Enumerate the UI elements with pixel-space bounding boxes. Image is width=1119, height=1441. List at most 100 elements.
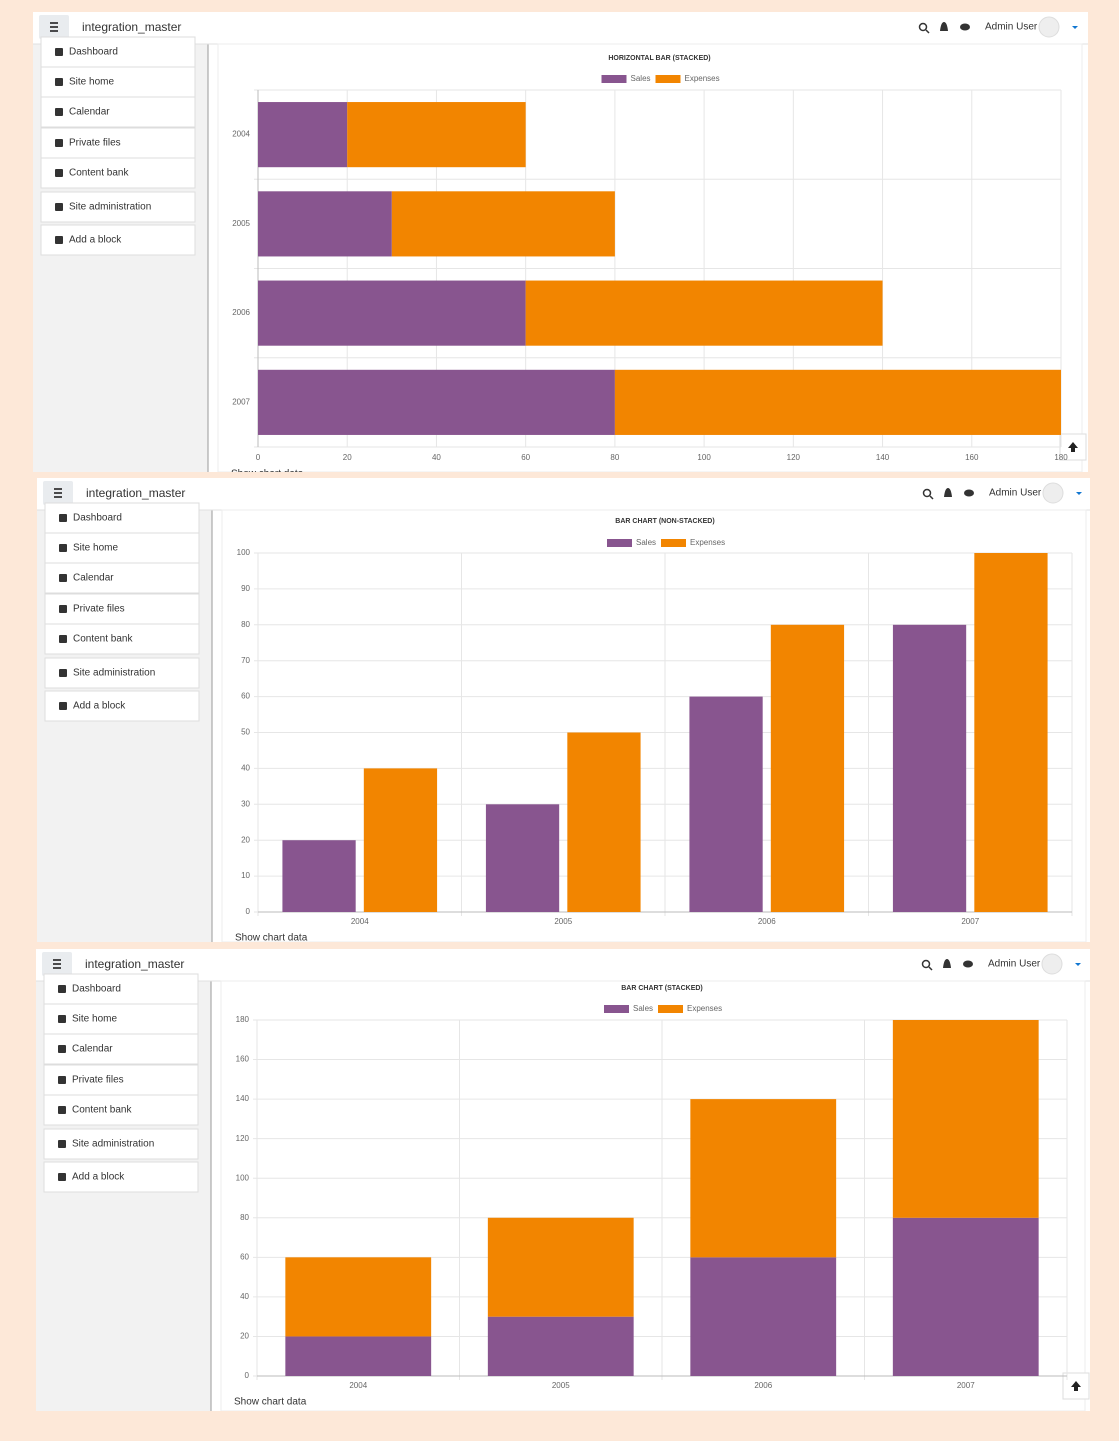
nav-label[interactable]: Private files [69,138,121,149]
nav-icon [58,1045,66,1053]
caret[interactable] [1075,963,1081,966]
user-name[interactable]: Admin User [988,959,1041,970]
nav-item[interactable] [44,657,200,689]
nav-item[interactable] [43,1064,199,1096]
nav-label[interactable]: Content bank [73,634,133,645]
bar [892,624,967,912]
nav-item[interactable] [40,157,196,189]
nav-label[interactable]: Site home [69,77,114,88]
nav-label[interactable]: Site administration [72,1139,154,1150]
nav-icon [58,1140,66,1148]
legend-label: Sales [633,1004,653,1013]
nav-item[interactable] [44,593,200,625]
chat-icon[interactable] [960,23,970,31]
y-tick-label: 160 [236,1055,250,1064]
nav-label[interactable]: Add a block [69,235,122,246]
search-icon[interactable] [922,488,932,498]
bell-icon[interactable] [943,959,951,968]
avatar[interactable] [1038,16,1060,38]
avatar[interactable] [1042,482,1064,504]
nav-item[interactable] [44,502,200,534]
site-name[interactable]: integration_master [82,20,181,34]
caret[interactable] [1076,492,1082,495]
bar [282,840,356,912]
nav-item[interactable] [40,96,196,128]
bar [258,369,615,435]
x-tick-label: 140 [876,453,890,462]
nav-icon [55,203,63,211]
chat-icon[interactable] [964,489,974,497]
nav-label[interactable]: Calendar [69,107,110,118]
nav-label[interactable]: Site administration [73,668,155,679]
nav-item[interactable] [40,66,196,98]
bell-icon[interactable] [944,488,952,497]
nav-label[interactable]: Site administration [69,202,151,213]
nav-item[interactable] [40,224,196,256]
nav-item[interactable] [43,1128,199,1160]
up-icon [1071,1381,1081,1391]
nav-label[interactable]: Content bank [69,168,129,179]
nav-label[interactable]: Private files [73,604,125,615]
nav-icon [55,78,63,86]
nav-icon [55,48,63,56]
nav-item[interactable] [43,1161,199,1193]
nav-item[interactable] [43,1033,199,1065]
user-name[interactable]: Admin User [989,488,1042,499]
nav-label[interactable]: Private files [72,1075,124,1086]
nav-label[interactable]: Dashboard [73,513,122,524]
nav-icon [55,236,63,244]
nav-label[interactable]: Content bank [72,1105,132,1116]
nav-item[interactable] [44,562,200,594]
x-tick-label: 80 [610,453,619,462]
nav-label[interactable]: Site home [73,543,118,554]
nav-icon [55,139,63,147]
nav-label[interactable]: Add a block [72,1172,125,1183]
bar [689,696,763,912]
y-tick-label: 80 [240,1213,249,1222]
nav-label[interactable]: Dashboard [69,47,118,58]
panel: integration_master Admin User Dashboard Sit… [36,949,1090,1411]
caret[interactable] [1072,26,1078,29]
nav-item[interactable] [40,191,196,223]
bar [770,624,845,912]
y-tick-label: 10 [241,871,250,880]
nav-label[interactable]: Calendar [73,573,114,584]
y-tick-label: 2004 [232,130,250,139]
x-tick-label: 2005 [552,1381,570,1390]
user-name[interactable]: Admin User [985,22,1038,33]
bar [258,102,348,168]
nav-item[interactable] [40,127,196,159]
show-chart-data[interactable]: Show chart data [235,933,308,942]
y-tick-label: 2006 [232,308,250,317]
y-tick-label: 20 [241,835,250,844]
nav-label[interactable]: Add a block [73,701,126,712]
search-icon[interactable] [918,22,928,32]
nav-item[interactable] [43,1094,199,1126]
nav-label[interactable]: Site home [72,1014,117,1025]
legend-label: Sales [631,74,651,83]
nav-item[interactable] [43,973,199,1005]
bar [690,1257,837,1376]
nav-item[interactable] [43,1003,199,1035]
search-icon[interactable] [921,959,931,969]
y-tick-label: 50 [241,728,250,737]
nav-icon [59,702,67,710]
nav-label[interactable]: Dashboard [72,984,121,995]
bar [285,1336,432,1376]
legend-swatch [601,75,627,83]
nav-label[interactable]: Calendar [72,1044,113,1055]
site-name[interactable]: integration_master [86,486,185,500]
nav-item[interactable] [40,36,196,68]
show-chart-data[interactable]: Show chart data [234,1397,307,1408]
nav-item[interactable] [44,623,200,655]
nav-icon [59,669,67,677]
nav-item[interactable] [44,532,200,564]
show-chart-data[interactable]: Show chart data [231,469,304,472]
legend-label: Expenses [690,538,725,547]
chat-icon[interactable] [963,960,973,968]
bell-icon[interactable] [940,22,948,31]
avatar[interactable] [1041,953,1063,975]
site-name[interactable]: integration_master [85,957,184,971]
nav-item[interactable] [44,690,200,722]
